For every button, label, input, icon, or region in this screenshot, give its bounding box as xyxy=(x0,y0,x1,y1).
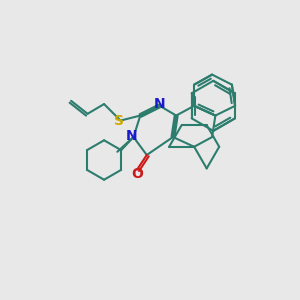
Text: O: O xyxy=(131,167,143,181)
Text: N: N xyxy=(126,129,138,142)
Text: S: S xyxy=(114,114,124,128)
Text: N: N xyxy=(154,98,166,111)
